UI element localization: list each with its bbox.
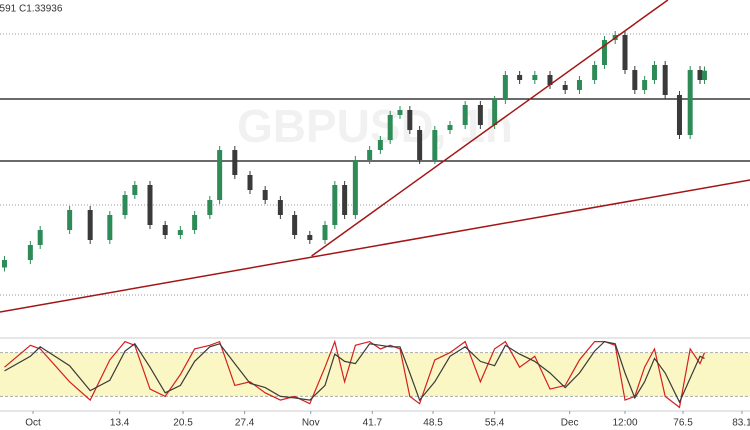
- x-tick-label: 76.5: [673, 418, 693, 429]
- candle-body: [322, 225, 328, 240]
- x-tick-label: 12:00: [612, 418, 637, 429]
- candle-body: [642, 80, 648, 90]
- candle-body: [676, 95, 682, 135]
- candle-body: [37, 230, 43, 245]
- x-tick-label: Oct: [25, 418, 41, 429]
- candle-body: [592, 65, 598, 80]
- x-tick-label: 20.5: [173, 418, 193, 429]
- oscillator-line: [4, 340, 705, 404]
- x-tick-label: 48.5: [423, 418, 443, 429]
- candle-body: [1, 260, 7, 268]
- candle-body: [547, 75, 553, 85]
- watermark: GBPUSD, 1h: [237, 100, 513, 152]
- candle-body: [247, 175, 253, 190]
- candle-body: [367, 150, 373, 160]
- candle-body: [122, 195, 128, 215]
- x-tick-label: 83.1: [732, 418, 750, 429]
- candle-body: [651, 65, 657, 80]
- candle-body: [697, 70, 703, 80]
- candle-body: [332, 185, 338, 225]
- trendline: [311, 0, 669, 257]
- candle-body: [397, 110, 403, 115]
- trendline: [0, 179, 750, 313]
- candle-body: [107, 215, 113, 240]
- candle-body: [462, 105, 468, 125]
- candle-body: [292, 215, 298, 235]
- x-tick-label: Dec: [561, 418, 579, 429]
- candle-body: [562, 85, 568, 90]
- candle-body: [687, 70, 693, 135]
- candle-body: [492, 100, 498, 125]
- x-tick-label: 55.4: [485, 418, 505, 429]
- x-tick-label: 13.4: [110, 418, 130, 429]
- candle-body: [377, 140, 383, 150]
- candle-body: [162, 225, 168, 235]
- candle-body: [217, 150, 223, 200]
- candle-body: [342, 185, 348, 215]
- candle-body: [307, 235, 313, 240]
- candle-body: [177, 230, 183, 235]
- candle-body: [432, 130, 438, 160]
- candle-body: [352, 160, 358, 215]
- candle-body: [277, 200, 283, 215]
- candle-body: [147, 185, 153, 225]
- oscillator-line: [4, 339, 706, 409]
- candle-body: [576, 80, 582, 90]
- ohlc-legend: 3591 C1.33936: [0, 4, 63, 15]
- candle-body: [447, 125, 453, 130]
- x-tick-label: 27.4: [235, 418, 255, 429]
- candle-body: [601, 40, 607, 65]
- candle-body: [532, 75, 538, 80]
- candle-body: [132, 185, 138, 195]
- candle-body: [192, 215, 198, 230]
- x-tick-label: 41.7: [363, 418, 383, 429]
- candle-body: [232, 150, 238, 175]
- candle-body: [662, 65, 668, 95]
- candle-body: [622, 35, 628, 70]
- candle-body: [701, 70, 707, 80]
- candle-body: [417, 130, 423, 160]
- candle-body: [407, 110, 413, 130]
- candle-body: [27, 245, 33, 260]
- candle-body: [262, 190, 268, 200]
- candle-body: [517, 75, 523, 80]
- candle-body: [87, 210, 93, 240]
- candle-body: [387, 115, 393, 140]
- candle-body: [67, 210, 73, 230]
- candle-body: [207, 200, 213, 215]
- candle-body: [477, 105, 483, 125]
- candle-body: [632, 70, 638, 90]
- x-tick-label: Nov: [302, 418, 320, 429]
- candle-body: [502, 75, 508, 100]
